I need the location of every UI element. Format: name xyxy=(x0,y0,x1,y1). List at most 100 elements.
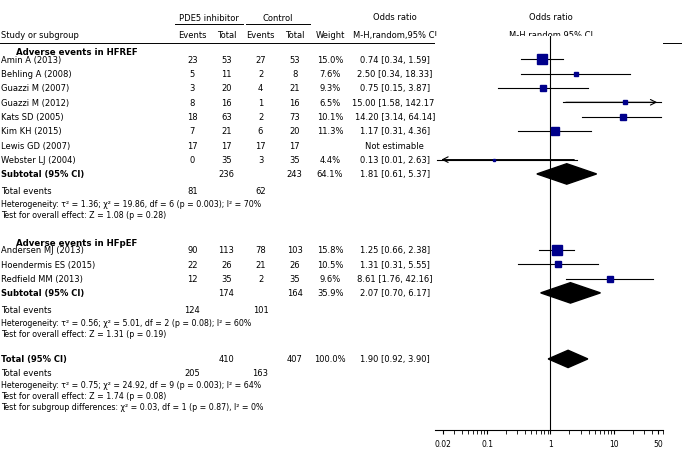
Text: Test for overall effect: Z = 1.74 (p = 0.08): Test for overall effect: Z = 1.74 (p = 0… xyxy=(1,391,166,400)
Text: 35: 35 xyxy=(221,156,232,165)
Text: Weight: Weight xyxy=(315,31,345,40)
Text: 2.07 [0.70, 6.17]: 2.07 [0.70, 6.17] xyxy=(360,289,430,298)
Text: 63: 63 xyxy=(221,113,232,122)
Text: Test for subgroup differences: χ² = 0.03, df = 1 (p = 0.87), I² = 0%: Test for subgroup differences: χ² = 0.03… xyxy=(1,402,263,411)
Text: 81: 81 xyxy=(187,187,198,196)
Text: Kim KH (2015): Kim KH (2015) xyxy=(1,127,61,136)
Text: 20: 20 xyxy=(221,84,232,93)
Text: Test for overall effect: Z = 1.08 (p = 0.28): Test for overall effect: Z = 1.08 (p = 0… xyxy=(1,211,166,219)
Text: 8: 8 xyxy=(190,99,195,107)
Text: Hoendermis ES (2015): Hoendermis ES (2015) xyxy=(1,260,95,269)
Text: 73: 73 xyxy=(289,113,300,122)
Text: 23: 23 xyxy=(187,56,198,65)
Text: Redfield MM (2013): Redfield MM (2013) xyxy=(1,275,83,283)
Text: 407: 407 xyxy=(286,355,303,363)
Text: 1.90 [0.92, 3.90]: 1.90 [0.92, 3.90] xyxy=(360,355,430,363)
Text: 27: 27 xyxy=(255,56,266,65)
Text: 8: 8 xyxy=(292,70,297,79)
Text: 53: 53 xyxy=(221,56,232,65)
Text: Amin A (2013): Amin A (2013) xyxy=(1,56,61,65)
Text: Subtotal (95% CI): Subtotal (95% CI) xyxy=(1,170,84,179)
Text: 17: 17 xyxy=(187,142,198,150)
Text: M-H,random,95% CI: M-H,random,95% CI xyxy=(353,31,437,40)
Text: 9.3%: 9.3% xyxy=(319,84,341,93)
Text: 14.20 [3.14, 64.14]: 14.20 [3.14, 64.14] xyxy=(355,113,435,122)
Text: 3: 3 xyxy=(190,84,195,93)
Text: 6: 6 xyxy=(258,127,263,136)
Text: 113: 113 xyxy=(218,246,235,255)
Text: 15.8%: 15.8% xyxy=(317,246,343,255)
Text: 10.5%: 10.5% xyxy=(317,260,343,269)
Text: Events: Events xyxy=(178,31,207,40)
Text: 18: 18 xyxy=(187,113,198,122)
Text: Subtotal (95% CI): Subtotal (95% CI) xyxy=(1,289,84,298)
Text: Adverse events in HFpEF: Adverse events in HFpEF xyxy=(16,238,137,247)
Text: 236: 236 xyxy=(218,170,235,179)
Polygon shape xyxy=(537,164,597,185)
Text: Events: Events xyxy=(246,31,275,40)
Text: 21: 21 xyxy=(255,260,266,269)
Text: 90: 90 xyxy=(187,246,198,255)
Text: 103: 103 xyxy=(286,246,303,255)
Text: Webster LJ (2004): Webster LJ (2004) xyxy=(1,156,75,165)
Text: 410: 410 xyxy=(218,355,235,363)
Text: 7.6%: 7.6% xyxy=(319,70,341,79)
Text: 26: 26 xyxy=(289,260,300,269)
Text: 78: 78 xyxy=(255,246,266,255)
Text: 22: 22 xyxy=(187,260,198,269)
Text: 0.75 [0.15, 3.87]: 0.75 [0.15, 3.87] xyxy=(360,84,430,93)
Text: 17: 17 xyxy=(289,142,300,150)
Text: Total: Total xyxy=(285,31,304,40)
Text: 5: 5 xyxy=(190,70,195,79)
Text: 7: 7 xyxy=(190,127,195,136)
Text: 1.31 [0.31, 5.55]: 1.31 [0.31, 5.55] xyxy=(360,260,430,269)
Text: Guazzi M (2007): Guazzi M (2007) xyxy=(1,84,69,93)
Text: 16: 16 xyxy=(221,99,232,107)
Text: 0: 0 xyxy=(190,156,195,165)
Text: 17: 17 xyxy=(221,142,232,150)
Text: 1.81 [0.61, 5.37]: 1.81 [0.61, 5.37] xyxy=(360,170,430,179)
Text: 10.1%: 10.1% xyxy=(317,113,343,122)
Text: 3: 3 xyxy=(258,156,263,165)
Text: 15.0%: 15.0% xyxy=(317,56,343,65)
Text: Guazzi M (2012): Guazzi M (2012) xyxy=(1,99,69,107)
Text: 35: 35 xyxy=(289,275,300,283)
Text: 124: 124 xyxy=(184,306,201,315)
Text: Odds ratio: Odds ratio xyxy=(529,13,573,22)
Text: Adverse events in HFREF: Adverse events in HFREF xyxy=(16,48,137,57)
Text: 64.1%: 64.1% xyxy=(317,170,343,179)
Text: M-H,random,95% CI: M-H,random,95% CI xyxy=(509,31,593,40)
Text: 12: 12 xyxy=(187,275,198,283)
Text: 174: 174 xyxy=(218,289,235,298)
Text: Odds ratio: Odds ratio xyxy=(373,13,417,22)
Text: 16: 16 xyxy=(289,99,300,107)
Text: PDE5 inhibitor: PDE5 inhibitor xyxy=(179,14,239,23)
Text: 100.0%: 100.0% xyxy=(314,355,346,363)
Polygon shape xyxy=(548,350,588,368)
Text: 11: 11 xyxy=(221,70,232,79)
Text: Total events: Total events xyxy=(1,187,51,196)
Text: 2: 2 xyxy=(258,70,263,79)
Text: 101: 101 xyxy=(252,306,269,315)
Text: Total (95% CI): Total (95% CI) xyxy=(1,355,67,363)
Text: Behling A (2008): Behling A (2008) xyxy=(1,70,72,79)
Text: Heterogeneity: τ² = 1.36; χ² = 19.86, df = 6 (p = 0.003); I² = 70%: Heterogeneity: τ² = 1.36; χ² = 19.86, df… xyxy=(1,200,261,208)
Text: 1.17 [0.31, 4.36]: 1.17 [0.31, 4.36] xyxy=(360,127,430,136)
Text: 164: 164 xyxy=(286,289,303,298)
Text: 35.9%: 35.9% xyxy=(317,289,343,298)
Text: 4.4%: 4.4% xyxy=(320,156,340,165)
Text: Heterogeneity: τ² = 0.56; χ² = 5.01, df = 2 (p = 0.08); I² = 60%: Heterogeneity: τ² = 0.56; χ² = 5.01, df … xyxy=(1,318,251,327)
Text: Total: Total xyxy=(217,31,236,40)
Text: 11.3%: 11.3% xyxy=(317,127,343,136)
Text: Total events: Total events xyxy=(1,368,51,377)
Text: Test for overall effect: Z = 1.31 (p = 0.19): Test for overall effect: Z = 1.31 (p = 0… xyxy=(1,329,166,338)
Text: Andersen MJ (2013): Andersen MJ (2013) xyxy=(1,246,84,255)
Text: Control: Control xyxy=(263,14,293,23)
Text: 4: 4 xyxy=(258,84,263,93)
Text: 21: 21 xyxy=(221,127,232,136)
Text: Heterogeneity: τ² = 0.75; χ² = 24.92, df = 9 (p = 0.003); I² = 64%: Heterogeneity: τ² = 0.75; χ² = 24.92, df… xyxy=(1,380,261,389)
Text: 1.25 [0.66, 2.38]: 1.25 [0.66, 2.38] xyxy=(360,246,430,255)
Text: 62: 62 xyxy=(255,187,266,196)
Text: 205: 205 xyxy=(184,368,201,377)
Text: Study or subgroup: Study or subgroup xyxy=(1,31,78,40)
